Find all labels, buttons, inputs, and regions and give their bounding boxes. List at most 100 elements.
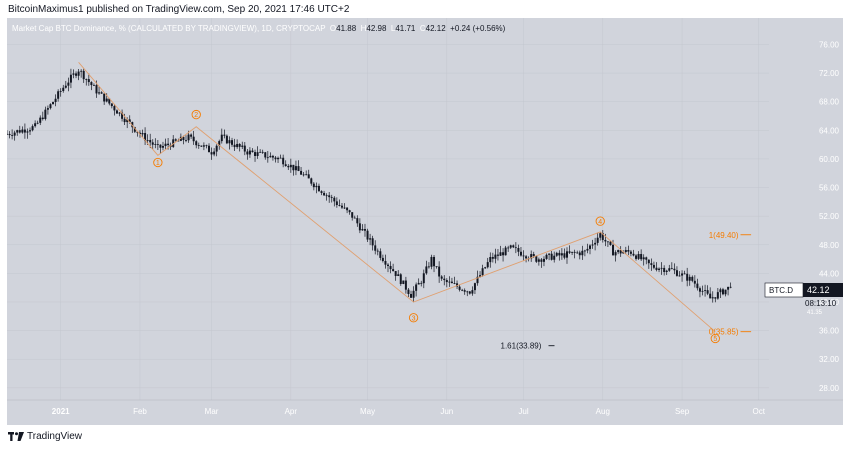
candle-body: [675, 270, 678, 276]
wave-label: 3: [412, 315, 416, 322]
current-price-tag: BTC.D 42.12 08:13:10 41.35: [764, 282, 843, 316]
candle-body: [259, 151, 262, 153]
candle-body: [34, 123, 37, 127]
candle-body: [87, 79, 90, 83]
candle-body: [328, 195, 331, 198]
candle-body: [274, 157, 277, 160]
candle-body: [195, 141, 198, 146]
price-axis: 28.00 32.00 36.00 40.00 44.00 48.00 52.00 56.00…: [819, 40, 840, 392]
wave-label-ring: [153, 157, 163, 168]
candle-body: [686, 273, 689, 281]
x-tick-label: Apr: [285, 407, 298, 416]
candle-body: [635, 255, 638, 259]
fib-label: 1.61(33.89): [501, 342, 542, 351]
candle-body: [358, 223, 361, 231]
candle-body: [353, 217, 356, 219]
candle-body: [599, 233, 602, 238]
candle-body: [614, 252, 617, 256]
candle-body: [320, 191, 323, 193]
candle-body: [44, 109, 47, 120]
y-tick-label: 72.00: [819, 69, 840, 78]
candle-body: [468, 291, 471, 294]
candle-body: [655, 267, 658, 270]
candle-body: [540, 259, 543, 262]
candle-body: [11, 135, 14, 136]
candle-body: [647, 259, 650, 264]
candle-body: [161, 146, 164, 148]
candle-body: [177, 140, 180, 142]
candle-body: [182, 136, 185, 141]
candle-body: [210, 152, 213, 155]
candle-body: [13, 132, 16, 136]
candle-body: [440, 276, 443, 279]
bar-countdown: 08:13:10: [805, 299, 837, 308]
candle-body: [622, 252, 625, 254]
candle-body: [701, 290, 704, 292]
candle-body: [691, 276, 694, 281]
candle-body: [392, 269, 395, 272]
chart-panel[interactable]: 28.00 32.00 36.00 40.00 44.00 48.00 52.00 56.00…: [7, 18, 843, 425]
candle-body: [727, 286, 730, 290]
candle-body: [624, 250, 627, 253]
wave-label-ring: [595, 216, 605, 226]
candle-body: [604, 239, 607, 242]
candle-body: [110, 103, 113, 107]
candle-body: [305, 174, 308, 176]
y-tick-label: 64.00: [819, 126, 840, 135]
candle-body: [23, 129, 26, 133]
candle-body: [141, 133, 144, 135]
candle-body: [486, 262, 489, 268]
candle-body: [481, 268, 484, 276]
candle-body: [499, 252, 502, 256]
candle-body: [123, 118, 126, 123]
candle-body: [389, 265, 392, 270]
candle-body: [448, 281, 451, 283]
candle-body: [589, 245, 592, 249]
candle-body: [315, 185, 318, 188]
candle-body: [410, 293, 413, 298]
candle-body: [709, 293, 712, 299]
candle-body: [138, 132, 141, 135]
wave-label-ring: [710, 333, 720, 344]
candle-body: [77, 71, 80, 76]
candle-body: [402, 280, 405, 284]
candle-body: [612, 244, 615, 256]
x-tick-label: Sep: [675, 407, 690, 416]
candle-body: [46, 108, 49, 110]
candle-body: [197, 145, 200, 147]
candle-body: [236, 143, 239, 148]
candle-body: [404, 280, 407, 290]
candle-body: [397, 274, 400, 277]
candle-body: [553, 255, 556, 260]
candle-body: [146, 140, 149, 141]
y-tick-label: 56.00: [819, 184, 840, 193]
candle-body: [205, 145, 208, 147]
candle-body: [660, 267, 663, 269]
candle-body: [330, 197, 333, 198]
candle-body: [379, 251, 382, 258]
candle-body: [202, 145, 205, 147]
candle-body: [724, 289, 727, 295]
candle-body: [491, 257, 494, 259]
candle-body: [151, 142, 154, 145]
candle-body: [279, 157, 282, 159]
y-tick-label: 48.00: [819, 241, 840, 250]
candle-body: [133, 127, 136, 132]
candle-body: [458, 286, 461, 290]
candle-body: [179, 136, 182, 141]
candle-body: [542, 258, 545, 262]
candle-body: [381, 257, 384, 261]
candle-body: [719, 289, 722, 293]
candle-body: [159, 144, 162, 148]
candle-body: [519, 251, 522, 256]
candle-body: [7, 133, 8, 135]
candle-body: [427, 266, 430, 268]
tradingview-footer[interactable]: TradingView: [8, 431, 82, 442]
candle-body: [184, 140, 187, 141]
wave-label: 4: [598, 219, 602, 226]
price-chart[interactable]: 28.00 32.00 36.00 40.00 44.00 48.00 52.00 56.00…: [7, 18, 843, 425]
candle-body: [466, 291, 469, 293]
chart-grid: [7, 18, 769, 400]
candle-body: [118, 112, 121, 114]
candle-body: [8, 133, 11, 136]
